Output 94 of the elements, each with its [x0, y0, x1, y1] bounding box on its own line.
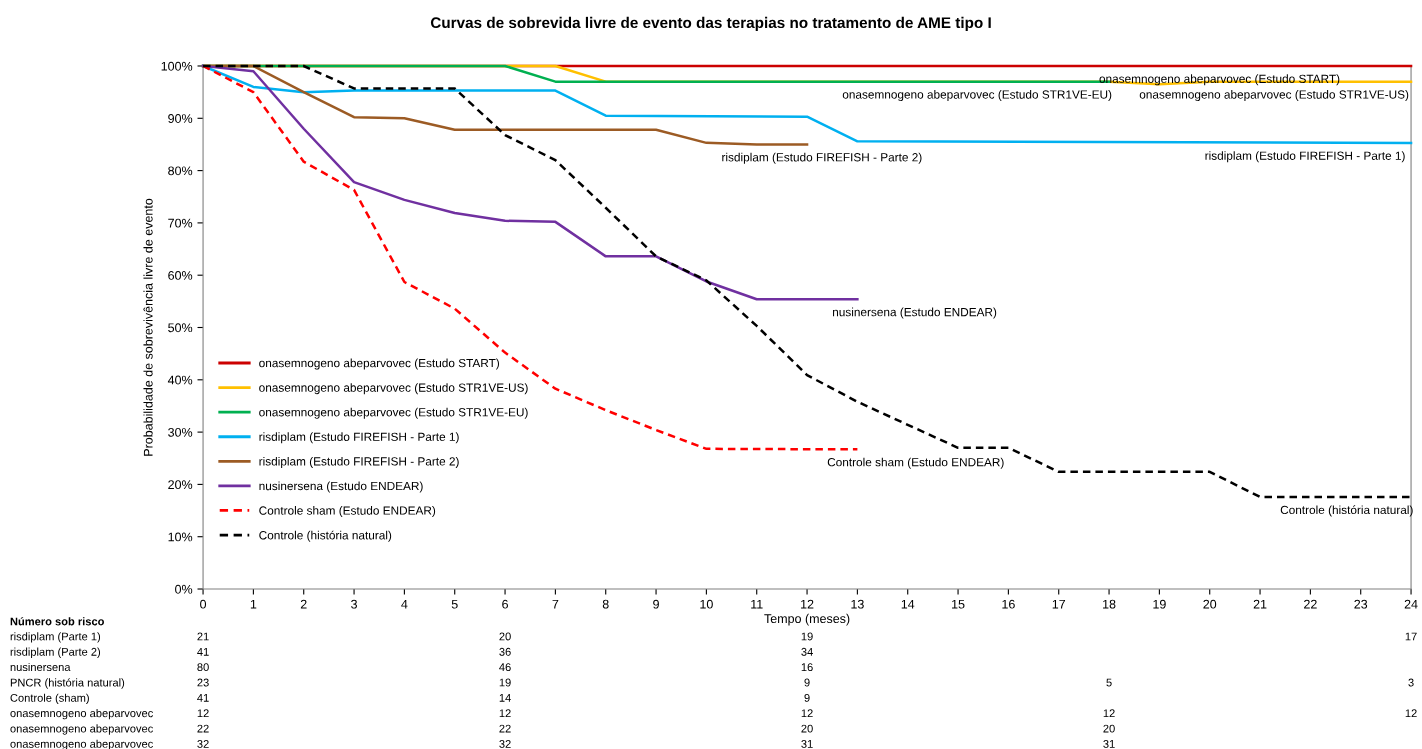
y-tick-label: 80% [168, 166, 193, 176]
x-tick-label: 19 [1153, 599, 1166, 609]
text: 14 [499, 694, 511, 702]
legend-label: risdiplam (Estudo FIREFISH - Parte 1) [259, 432, 459, 444]
text: 20 [1103, 724, 1115, 733]
y-tick-label: 70% [168, 218, 193, 228]
legend-label: risdiplam (Estudo FIREFISH - Parte 2) [259, 456, 459, 468]
text: 31 [1103, 740, 1115, 748]
text: 12 [197, 709, 209, 718]
x-axis-title: Tempo (meses) [764, 613, 850, 626]
text: 31 [801, 740, 813, 748]
x-tick-label: 1 [250, 599, 257, 609]
legend-label: Controle (história natural) [259, 530, 392, 542]
text: 20 [499, 632, 511, 641]
x-tick-label: 20 [1203, 599, 1217, 609]
x-tick-label: 11 [751, 599, 763, 609]
text: 34 [801, 647, 813, 656]
annotation: nusinersena (Estudo ENDEAR) [833, 307, 997, 319]
text: 32 [197, 740, 209, 748]
category-label: nusinersena [10, 662, 71, 672]
category-label: risdiplam (Parte 2) [10, 647, 101, 658]
y-tick-label: 50% [168, 323, 193, 333]
text: 46 [499, 663, 511, 672]
y-axis-title: Probabilidade de sobrevivência livre de evento [143, 198, 153, 456]
annotation: Controle (história natural) [1280, 505, 1413, 517]
annotation: Controle sham (Estudo ENDEAR) [827, 457, 1004, 469]
category-label: onasemnogeno abeparvovec [10, 724, 153, 735]
text: 12 [499, 709, 511, 718]
text: 21 [197, 632, 209, 641]
x-tick-label: 2 [300, 599, 307, 609]
text: 23 [197, 678, 209, 687]
x-tick-label: 10 [700, 599, 713, 609]
y-tick-label: 40% [167, 375, 193, 385]
x-tick-label: 21 [1253, 599, 1267, 609]
legend-label: onasemnogeno abeparvovec (Estudo STR1VE-US) [259, 383, 528, 395]
text: 80 [197, 663, 209, 672]
legend-label: onasemnogeno abeparvovec (Estudo START) [259, 358, 500, 370]
x-tick-label: 4 [401, 599, 408, 609]
text: 12 [1405, 709, 1417, 718]
line-series [201, 64, 1413, 145]
text: 20 [801, 724, 813, 733]
category-label: onasemnogeno abeparvovec [10, 708, 153, 720]
x-tick-label: 22 [1304, 599, 1317, 609]
x-tick-label: 15 [952, 599, 965, 609]
x-tick-label: 14 [901, 599, 915, 609]
text: 41 [197, 694, 209, 702]
y-tick-label: 10% [168, 532, 193, 542]
x-tick-label: 13 [851, 599, 864, 609]
x-tick-label: 12 [801, 599, 814, 609]
text: 19 [801, 632, 813, 641]
x-tick-label: 18 [1103, 599, 1116, 609]
annotation: onasemnogeno abeparvovec (Estudo STR1VE-US) [1139, 90, 1409, 102]
text: 5 [1106, 678, 1112, 687]
legend-label: nusinersena (Estudo ENDEAR) [259, 481, 423, 493]
text: 22 [197, 724, 209, 733]
x-tick-label: 7 [552, 599, 559, 609]
text: 16 [801, 663, 813, 672]
text: 3 [1408, 678, 1414, 687]
category-label: Controle (sham) [10, 693, 89, 704]
x-tick-label: 16 [1002, 599, 1015, 609]
x-tick-label: 17 [1052, 599, 1066, 609]
x-tick-label: 24 [1404, 599, 1418, 609]
text: 41 [197, 647, 209, 656]
legend-label: onasemnogeno abeparvovec (Estudo STR1VE-EU) [259, 407, 528, 419]
text: 36 [499, 647, 511, 656]
text: 9 [804, 678, 810, 687]
text: 12 [801, 709, 813, 718]
text: 9 [804, 693, 810, 702]
text: 22 [499, 724, 511, 733]
x-tick-label: 23 [1354, 599, 1368, 609]
x-tick-label: 3 [351, 599, 357, 609]
text: 17 [1405, 632, 1417, 641]
category-label: risdiplam (Parte 1) [10, 632, 101, 643]
category-label: PNCR (história natural) [10, 678, 125, 689]
y-tick-label: 60% [168, 271, 193, 280]
y-tick-label: 30% [168, 427, 193, 437]
x-tick-label: 9 [653, 599, 659, 609]
x-tick-label: 6 [502, 599, 508, 609]
y-tick-label: 0% [175, 584, 193, 594]
text: 12 [1103, 709, 1115, 718]
annotation: risdiplam (Estudo FIREFISH - Parte 2) [722, 152, 922, 164]
y-tick-label: 90% [168, 114, 193, 123]
x-tick-label: 0 [200, 599, 207, 609]
text: Número sob risco [10, 617, 104, 626]
y-tick-label: 20% [168, 480, 193, 490]
text: 32 [499, 740, 511, 748]
annotation: onasemnogeno abeparvovec (Estudo STR1VE-EU) [842, 90, 1112, 102]
legend-label: Controle sham (Estudo ENDEAR) [259, 506, 436, 518]
y-tick-label: 100% [161, 61, 193, 71]
x-tick-label: 5 [451, 599, 458, 609]
chart-title: Curvas de sobrevida livre de evento das terapias no tratamento de AME tipo I [430, 16, 991, 32]
x-tick-label: 8 [602, 599, 609, 609]
annotation: risdiplam (Estudo FIREFISH - Parte 1) [1205, 151, 1405, 163]
text: 19 [499, 678, 511, 687]
